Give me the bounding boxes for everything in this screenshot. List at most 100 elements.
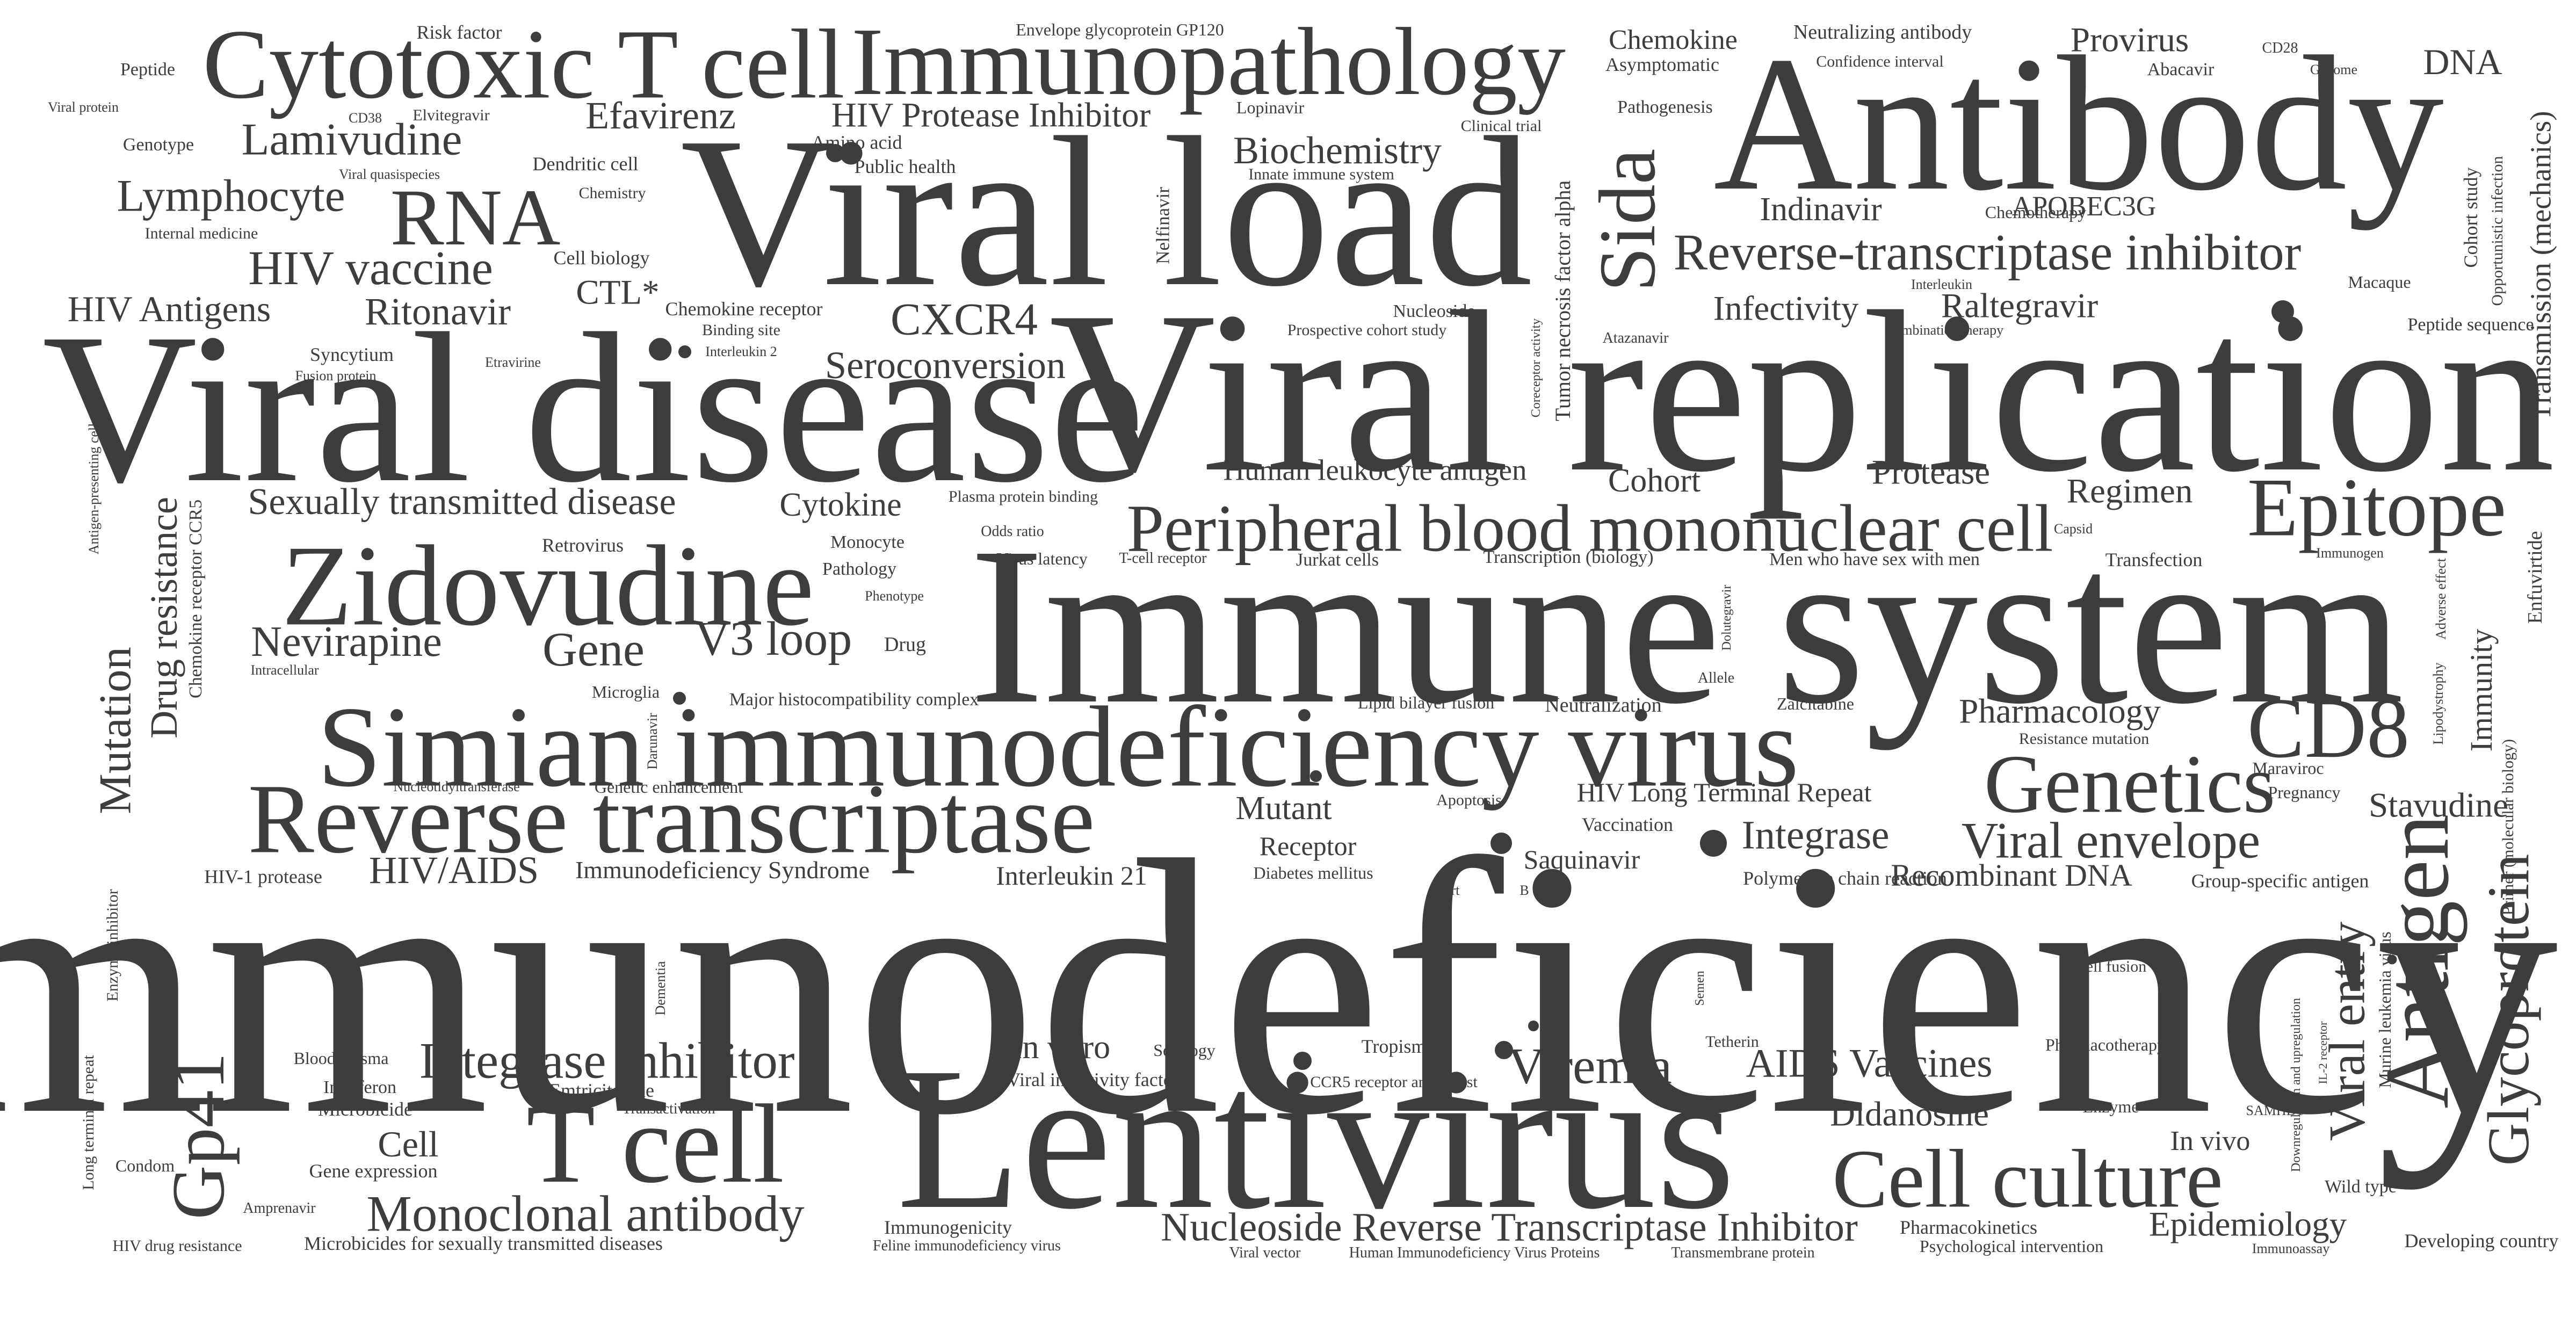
word-resistance-mutation: Resistance mutation xyxy=(2018,730,2150,748)
word-phenotype: Phenotype xyxy=(865,588,924,604)
word-chemokine-receptor-ccr5: Chemokine receptor CCR5 xyxy=(186,499,206,699)
word-sida: Sida xyxy=(1583,148,1672,292)
word-genotype: Genotype xyxy=(122,135,194,155)
word-cd28: CD28 xyxy=(2262,40,2298,56)
word-virus-latency: Virus latency xyxy=(996,549,1088,568)
word-immunoassay: Immunoassay xyxy=(2252,1241,2330,1256)
word-gp41: Gp41 xyxy=(157,1052,240,1220)
word-chemotherapy: Chemotherapy xyxy=(1985,202,2087,222)
decorative-dot xyxy=(1495,1041,1513,1059)
word-interleukin-2: Interleukin 2 xyxy=(705,344,777,359)
word-nelfinavir: Nelfinavir xyxy=(1152,187,1174,264)
word-antibody: Antibody xyxy=(1713,16,2444,230)
word-atazanavir: Atazanavir xyxy=(1602,330,1669,346)
word-primer-molecular-biology: Primer (molecular biology) xyxy=(2499,739,2517,916)
word-viral-quasispecies: Viral quasispecies xyxy=(338,167,440,182)
word-cell-biology: Cell biology xyxy=(553,247,650,269)
word-interleukin: Interleukin xyxy=(1911,277,1973,292)
word-prospective-cohort-study: Prospective cohort study xyxy=(1287,321,1447,339)
word-semen: Semen xyxy=(1693,971,1707,1006)
word-group-specific-antigen: Group-specific antigen xyxy=(2191,870,2369,892)
word-pathology: Pathology xyxy=(822,559,896,579)
word-capsid: Capsid xyxy=(2053,521,2093,537)
word-b-cell: B cell xyxy=(1519,882,1553,898)
decorative-dot xyxy=(1528,1021,1539,1031)
word-dementia: Dementia xyxy=(653,961,668,1016)
word-downregulation-and-upregulation: Downregulation and upregulation xyxy=(2289,998,2303,1172)
word-feline-immunodeficiency-virus: Feline immunodeficiency virus xyxy=(873,1238,1061,1254)
word-neutralizing-antibody: Neutralizing antibody xyxy=(1793,21,1972,44)
word-ctl: CTL* xyxy=(576,273,660,312)
word-mutant: Mutant xyxy=(1235,790,1332,827)
word-transactivation: Transactivation xyxy=(622,1101,715,1117)
word-apobec3g: APOBEC3G xyxy=(2011,191,2157,222)
word-apoptosis: Apoptosis xyxy=(1436,791,1502,809)
word-lipodystrophy: Lipodystrophy xyxy=(2430,662,2446,745)
word-dna: DNA xyxy=(2423,41,2502,82)
word-genetics: Genetics xyxy=(1984,737,2276,830)
word-lipid-bilayer-fusion: Lipid bilayer fusion xyxy=(1357,693,1495,712)
word-vaccination: Vaccination xyxy=(1582,814,1673,835)
decorative-dot xyxy=(1490,833,1512,854)
word-reverse-transcriptase: Reverse transcriptase xyxy=(248,764,1095,874)
word-dolutegravir: Dolutegravir xyxy=(1720,584,1734,651)
word-plasma-protein-binding: Plasma protein binding xyxy=(948,488,1098,505)
word-hiv-aids: HIV/AIDS xyxy=(369,849,539,892)
word-cell-culture: Cell culture xyxy=(1832,1132,2223,1225)
word-transfection: Transfection xyxy=(2105,549,2203,570)
word-monocyte: Monocyte xyxy=(830,532,905,552)
word-integrase: Integrase xyxy=(1741,813,1890,858)
word-wild-type: Wild type xyxy=(2325,1177,2397,1197)
word-aids-vaccines: AIDS Vaccines xyxy=(1746,1041,1993,1086)
word-nucleoside-reverse-transcriptase-inhibitor: Nucleoside Reverse Transcriptase Inhibit… xyxy=(1161,1205,1858,1250)
word-mutation: Mutation xyxy=(90,647,141,814)
word-genome: Genome xyxy=(2310,62,2358,77)
word-rna: RNA xyxy=(390,173,561,262)
word-neutralization: Neutralization xyxy=(1545,694,1662,717)
decorative-dot xyxy=(2271,300,2294,323)
word-epitope: Epitope xyxy=(2247,461,2507,554)
word-lopinavir: Lopinavir xyxy=(1236,98,1305,117)
word-confidence-interval: Confidence interval xyxy=(1816,53,1944,70)
word-cell: Cell xyxy=(378,1124,439,1164)
word-protease: Protease xyxy=(1871,453,1991,492)
decorative-dot xyxy=(1310,770,1322,782)
word-cd38: CD38 xyxy=(348,110,382,126)
word-polymerase-chain-reaction: Polymerase chain reaction xyxy=(1743,867,1947,889)
word-immunogen: Immunogen xyxy=(2316,545,2384,561)
word-interferon: Interferon xyxy=(323,1077,396,1097)
word-envelope-glycoprotein-gp120: Envelope glycoprotein GP120 xyxy=(1016,20,1224,39)
word-pathogenesis: Pathogenesis xyxy=(1617,97,1713,117)
word-transmembrane-protein: Transmembrane protein xyxy=(1671,1245,1815,1261)
word-retrovirus: Retrovirus xyxy=(542,534,624,556)
word-cd8: CD8 xyxy=(2247,680,2410,776)
word-transcription-biology: Transcription (biology) xyxy=(1483,547,1654,567)
word-immunopathology: Immunopathology xyxy=(851,8,1566,115)
word-t-cell-receptor: T-cell receptor xyxy=(1119,550,1207,567)
word-syncytium: Syncytium xyxy=(309,344,394,365)
word-dendritic-cell: Dendritic cell xyxy=(532,153,639,175)
word-drug: Drug xyxy=(884,633,927,656)
word-cart: Cart xyxy=(1435,882,1460,898)
word-peripheral-blood-mononuclear-cell: Peripheral blood mononuclear cell xyxy=(1126,491,2053,566)
word-pharmacokinetics: Pharmacokinetics xyxy=(1900,1217,2037,1238)
word-combination-therapy: Combination therapy xyxy=(1885,322,2004,338)
word-viral-vector: Viral vector xyxy=(1229,1245,1301,1261)
word-developing-country: Developing country xyxy=(2404,1230,2559,1251)
word-raltegravir: Raltegravir xyxy=(1941,286,2099,325)
word-viral-disease: Viral disease xyxy=(42,289,1145,527)
word-psychological-intervention: Psychological intervention xyxy=(1919,1236,2104,1256)
word-macaque: Macaque xyxy=(2348,272,2411,292)
word-regimen: Regimen xyxy=(2066,472,2193,511)
word-samhd1: SAMHD1 xyxy=(2246,1103,2304,1118)
word-tropism: Tropism xyxy=(1361,1036,1427,1057)
word-internal-medicine: Internal medicine xyxy=(144,225,258,242)
word-indinavir: Indinavir xyxy=(1760,191,1882,228)
word-maraviroc: Maraviroc xyxy=(2252,758,2324,778)
word-in-vivo: In vivo xyxy=(2170,1126,2251,1156)
word-hiv-long-terminal-repeat: HIV Long Terminal Repeat xyxy=(1576,777,1872,807)
word-infectivity: Infectivity xyxy=(1713,289,1859,328)
word-nucleotidyltransferase: Nucleotidyltransferase xyxy=(393,779,520,794)
word-immunogenicity: Immunogenicity xyxy=(884,1217,1012,1238)
